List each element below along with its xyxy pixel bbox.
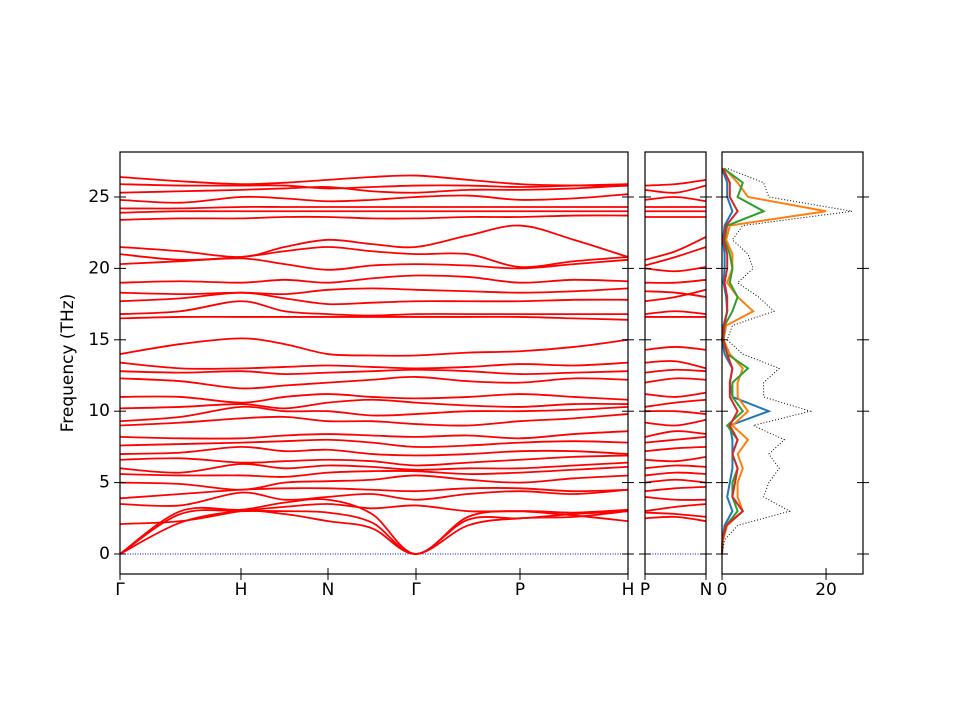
- band: [644, 398, 707, 408]
- band: [119, 413, 629, 427]
- band: [119, 274, 629, 284]
- band: [119, 474, 629, 491]
- band: [644, 503, 707, 513]
- y-axis-label: Frequency (THz): [58, 294, 78, 433]
- band: [644, 278, 707, 284]
- x-tick-label: P: [640, 580, 650, 600]
- axes-frame: [644, 151, 707, 575]
- band: [119, 503, 629, 525]
- x-tick-label: P: [515, 580, 525, 600]
- band: [644, 246, 707, 267]
- band: [644, 495, 707, 501]
- band: [644, 266, 707, 273]
- band: [119, 361, 629, 370]
- band: [644, 346, 707, 351]
- band: [119, 430, 629, 440]
- band: [119, 376, 629, 390]
- band: [119, 393, 629, 404]
- band: [644, 310, 707, 315]
- x-tick-label: N: [700, 580, 713, 600]
- dos-line: [721, 167, 745, 555]
- band: [644, 418, 707, 427]
- band: [119, 174, 629, 187]
- band: [119, 398, 629, 410]
- band: [644, 360, 707, 370]
- band: [644, 391, 707, 398]
- band: [119, 214, 629, 221]
- band: [644, 288, 707, 303]
- band: [644, 178, 707, 187]
- band: [119, 315, 629, 321]
- band: [119, 193, 629, 204]
- band: [644, 456, 707, 463]
- band: [119, 405, 629, 423]
- y-tick-label: 20: [88, 258, 110, 278]
- band: [119, 465, 629, 478]
- band: [644, 436, 707, 444]
- band: [644, 410, 707, 415]
- band: [119, 246, 629, 269]
- band: [644, 184, 707, 194]
- band: [119, 454, 629, 467]
- axes-frame: [721, 151, 864, 575]
- y-tick-label: 5: [99, 473, 110, 493]
- band: [644, 377, 707, 384]
- band: [644, 515, 707, 523]
- band: [119, 205, 628, 210]
- y-tick-label: 0: [99, 544, 110, 564]
- band: [119, 287, 629, 296]
- band: [119, 184, 629, 194]
- band: [644, 368, 707, 374]
- y-tick-label: 15: [88, 330, 110, 350]
- band: [119, 300, 628, 317]
- band: [119, 224, 629, 258]
- band: [644, 464, 707, 470]
- band: [119, 438, 629, 448]
- band: [644, 478, 707, 484]
- x-tick-label: H: [622, 580, 635, 600]
- band: [644, 485, 707, 493]
- band: [119, 210, 628, 214]
- band: [119, 337, 629, 357]
- x-tick-label: 0: [717, 580, 728, 600]
- x-tick-label: 20: [815, 580, 837, 600]
- band: [644, 196, 707, 203]
- dos-line: [720, 168, 772, 555]
- band: [119, 509, 629, 555]
- band: [644, 236, 707, 261]
- x-tick-label: H: [235, 580, 248, 600]
- axes-frame: [119, 151, 629, 575]
- y-tick-label: 25: [88, 187, 110, 207]
- band: [644, 446, 707, 453]
- x-tick-label: Γ: [411, 580, 421, 600]
- y-tick-label: 10: [88, 401, 110, 421]
- dos-line: [721, 167, 766, 555]
- band: [644, 511, 707, 518]
- band: [119, 445, 629, 457]
- x-tick-label: Γ: [115, 580, 125, 600]
- band: [119, 487, 629, 500]
- x-tick-label: N: [322, 580, 335, 600]
- band: [119, 488, 629, 507]
- band: [644, 471, 707, 477]
- band: [119, 183, 629, 190]
- band: [119, 368, 629, 375]
- band: [119, 461, 629, 474]
- band: [644, 290, 707, 298]
- band: [644, 430, 707, 438]
